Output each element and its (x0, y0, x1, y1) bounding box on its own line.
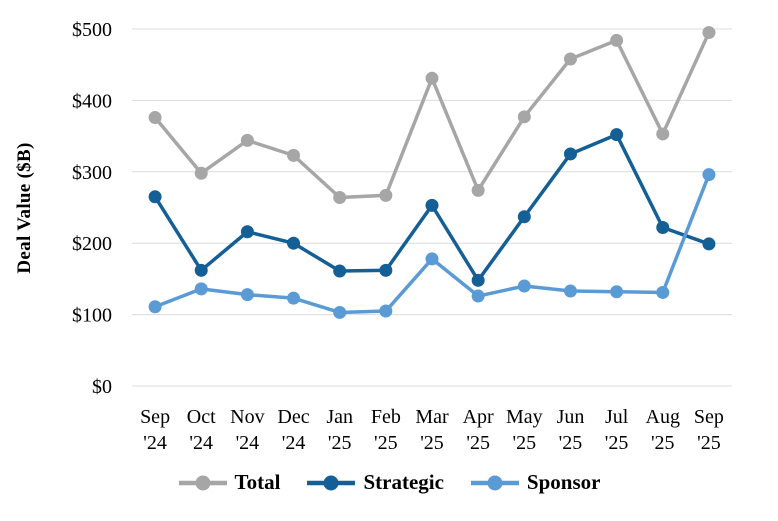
x-tick-year: '25 (374, 432, 398, 454)
x-tick-year: '24 (143, 432, 167, 454)
legend-item-strategic: Strategic (306, 470, 444, 495)
data-point-total (379, 188, 393, 202)
legend-label-strategic: Strategic (363, 470, 444, 494)
data-point-total (425, 71, 439, 85)
data-point-strategic (425, 198, 439, 212)
data-point-sponsor (471, 289, 485, 303)
x-tick-month: Dec (277, 406, 309, 428)
x-tick-month: Aug (646, 406, 680, 428)
data-point-total (148, 111, 162, 125)
data-point-strategic (471, 273, 485, 287)
legend-label-sponsor: Sponsor (526, 470, 601, 494)
x-tick-month: Mar (415, 406, 449, 428)
data-point-sponsor (425, 252, 439, 266)
x-tick-year: '25 (420, 432, 444, 454)
x-tick-year: '25 (466, 432, 490, 454)
data-point-strategic (563, 147, 577, 161)
x-tick-month: Sep (694, 406, 724, 428)
data-point-sponsor (240, 288, 254, 302)
data-point-strategic (379, 263, 393, 277)
data-point-sponsor (702, 168, 716, 182)
y-tick-label: $0 (92, 376, 112, 398)
data-point-sponsor (194, 282, 208, 296)
legend-item-total: Total (178, 470, 281, 495)
data-point-sponsor (333, 305, 347, 319)
x-tick-month: Jan (326, 406, 353, 428)
x-tick-year: '24 (236, 432, 260, 454)
data-point-sponsor (148, 300, 162, 314)
x-tick-month: Oct (187, 406, 216, 428)
x-tick-month: May (506, 406, 543, 428)
data-point-total (610, 33, 624, 47)
data-point-strategic (656, 220, 670, 234)
data-point-sponsor (517, 279, 531, 293)
y-tick-label: $100 (72, 305, 112, 327)
x-tick-year: '25 (513, 432, 537, 454)
data-point-strategic (287, 236, 301, 250)
data-point-total (656, 127, 670, 141)
plot-area: $0 $100 $200 $300 $400 $500 Sep '24 Oct '24 Nov '24… (14, 19, 732, 454)
data-point-strategic (333, 264, 347, 278)
data-point-strategic (610, 128, 624, 142)
x-tick-year: '24 (189, 432, 213, 454)
y-tick-label: $300 (72, 162, 112, 184)
data-point-total (194, 166, 208, 180)
y-tick-label: $500 (72, 19, 112, 41)
x-tick-year: '25 (697, 432, 721, 454)
data-point-sponsor (563, 284, 577, 298)
data-point-sponsor (379, 304, 393, 318)
data-point-total (333, 191, 347, 205)
legend-marker-sponsor-icon (470, 475, 519, 490)
legend-label-total: Total (234, 470, 281, 494)
legend-marker-strategic-icon (307, 475, 356, 490)
data-point-total (563, 52, 577, 66)
data-point-total (471, 183, 485, 197)
data-point-sponsor (610, 285, 624, 299)
x-tick-month: Feb (371, 406, 401, 428)
data-point-strategic (194, 263, 208, 277)
data-point-strategic (148, 190, 162, 204)
series-line-total (153, 30, 711, 200)
data-point-total (702, 26, 716, 40)
x-tick-month: Apr (463, 406, 494, 428)
legend-item-sponsor: Sponsor (470, 470, 601, 495)
x-tick-year: '25 (328, 432, 352, 454)
data-point-sponsor (287, 291, 301, 305)
x-tick-month: Jun (557, 406, 585, 428)
y-tick-label: $200 (72, 233, 112, 255)
x-tick-year: '24 (282, 432, 306, 454)
y-tick-label: $400 (72, 90, 112, 112)
x-tick-year: '25 (605, 432, 629, 454)
data-point-strategic (702, 237, 716, 251)
data-point-total (287, 148, 301, 162)
data-point-strategic (240, 225, 254, 239)
data-point-strategic (517, 210, 531, 224)
data-point-sponsor (656, 285, 670, 299)
x-tick-year: '25 (651, 432, 675, 454)
y-axis-title: Deal Value ($B) (14, 142, 35, 273)
data-point-total (517, 110, 531, 124)
x-tick-month: Jul (605, 406, 629, 428)
x-tick-year: '25 (559, 432, 583, 454)
x-tick-month: Sep (140, 406, 170, 428)
legend-marker-total-icon (178, 475, 227, 490)
legend: Total Strategic Sponsor (0, 470, 778, 495)
data-point-total (240, 133, 254, 147)
x-tick-month: Nov (230, 406, 264, 428)
